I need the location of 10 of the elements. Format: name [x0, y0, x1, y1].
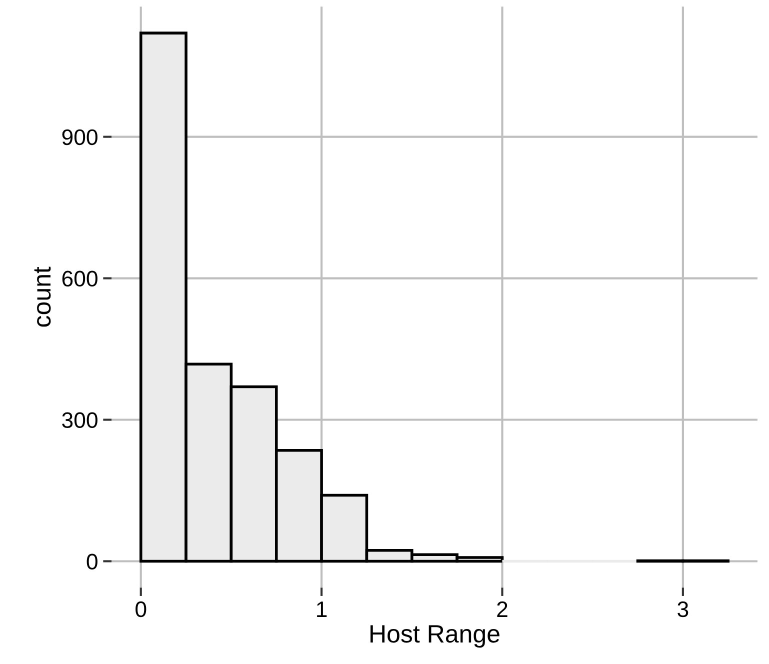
- y-axis-title: count: [34, 266, 51, 327]
- y-tick-label: 900: [62, 129, 98, 146]
- x-axis-title: Host Range: [370, 625, 500, 648]
- y-tick-label: 600: [62, 270, 98, 287]
- y-tick-label: 300: [62, 412, 98, 428]
- x-tick-label: 1: [317, 602, 327, 617]
- y-tick-label: 0: [86, 554, 98, 570]
- x-tick-label: 3: [678, 601, 688, 618]
- x-tick-label: 0: [136, 601, 146, 618]
- x-tick-label: 2: [497, 601, 508, 617]
